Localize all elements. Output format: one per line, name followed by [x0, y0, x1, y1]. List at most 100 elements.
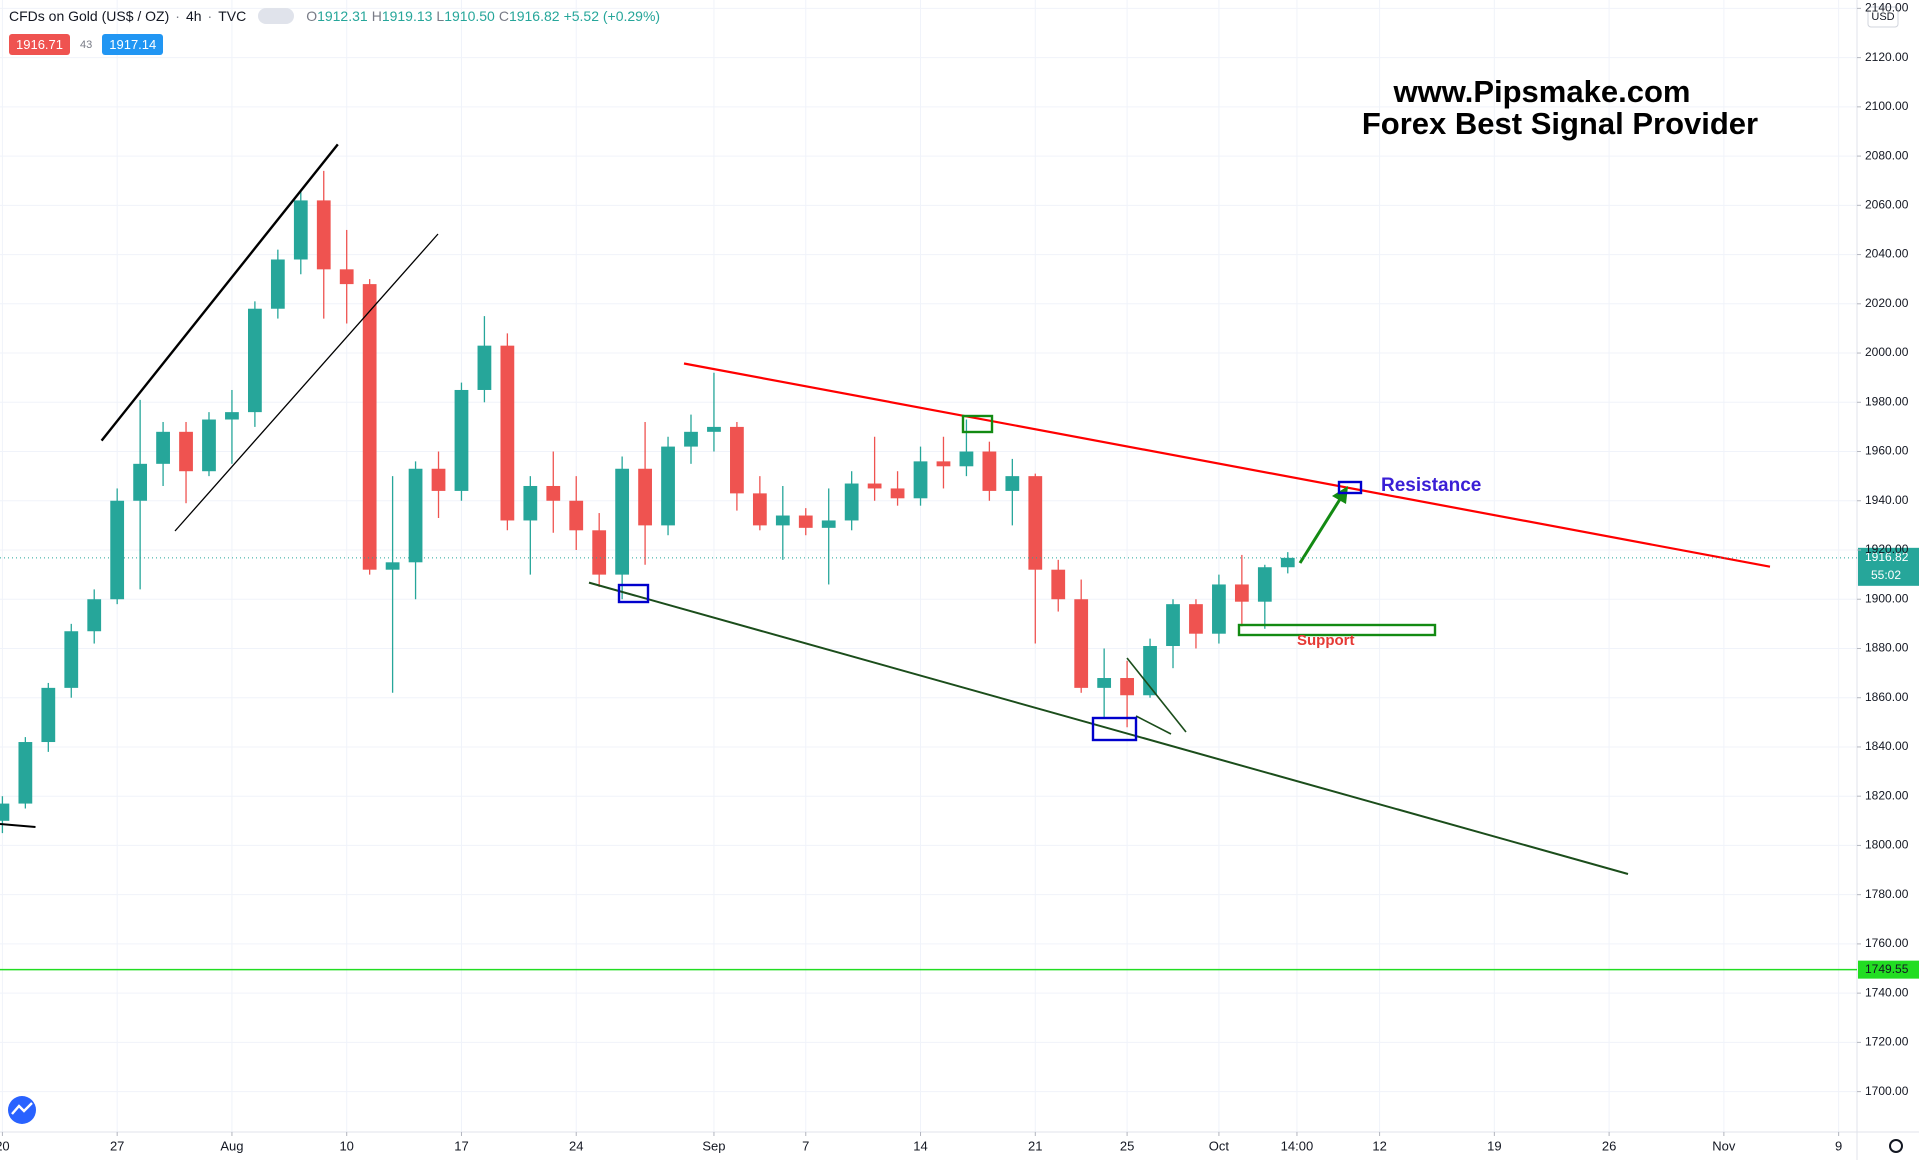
- candle-body: [179, 431, 193, 472]
- y-tick-label: 1740.00: [1865, 985, 1909, 999]
- candle-body: [1074, 599, 1089, 688]
- candle-body: [615, 468, 630, 575]
- y-tick-label: 2060.00: [1865, 197, 1909, 211]
- y-tick-label: 1940.00: [1865, 493, 1909, 507]
- annotation: Resistance: [1381, 475, 1481, 496]
- ohlc-value: 1916.82: [508, 8, 560, 24]
- candle-body: [546, 485, 561, 501]
- candle-body: [730, 426, 744, 494]
- y-tick-label: 2040.00: [1865, 247, 1909, 261]
- countdown: 55:02: [1871, 568, 1901, 582]
- currency: USD: [1871, 11, 1894, 23]
- grid: [0, 0, 1857, 1132]
- x-tick-label: Oct: [1209, 1138, 1230, 1153]
- x-tick-label: Sep: [702, 1138, 725, 1153]
- candle-body: [684, 431, 698, 447]
- candle-body: [431, 468, 446, 491]
- interval: 4h: [185, 8, 202, 24]
- candle-body: [1051, 569, 1066, 600]
- y-tick-label: 1920.00: [1865, 542, 1909, 556]
- candle-body: [775, 515, 790, 526]
- x-tick-label: 12: [1372, 1138, 1386, 1153]
- bid[interactable]: 1916.71: [9, 34, 70, 55]
- wedge-line: [1135, 715, 1172, 735]
- spread: 43: [80, 38, 93, 51]
- ohlc-label: C: [498, 8, 509, 24]
- box: [1237, 623, 1437, 637]
- y-tick-label: 1800.00: [1865, 838, 1909, 852]
- arrow-head: [1332, 486, 1348, 504]
- status[interactable]: [258, 8, 295, 24]
- trend-line: [174, 233, 439, 532]
- candle-body: [1028, 476, 1043, 570]
- ohlc: O1912.31 H1919.13 L1910.50 C1916.82 +5.52 (+…: [306, 8, 664, 24]
- arrow: [1298, 495, 1344, 564]
- candle-body: [913, 461, 928, 499]
- settings[interactable]: [1889, 1139, 1903, 1153]
- candle-body: [1097, 678, 1112, 688]
- drawings: [0, 143, 1771, 875]
- annotation: www.Pipsmake.com: [1393, 74, 1691, 109]
- candle-body: [339, 269, 354, 285]
- ohlc-label: O: [306, 8, 318, 24]
- candle-body: [1234, 584, 1249, 602]
- y-tick-label: 2140.00: [1865, 1, 1909, 15]
- quotes: 1916.71 43 1917.14: [9, 34, 164, 55]
- candle-body: [385, 562, 400, 570]
- candle-body: [1189, 604, 1203, 634]
- y-tick-label: 1840.00: [1865, 739, 1909, 753]
- candle-body: [454, 389, 469, 491]
- ask[interactable]: 1917.14: [102, 34, 164, 55]
- candle-body: [248, 308, 262, 413]
- x-tick-label: 7: [802, 1138, 809, 1153]
- x-tick-label: 27: [110, 1138, 124, 1153]
- x-tick-label: 24: [569, 1138, 583, 1153]
- candle-body: [64, 631, 79, 688]
- candle-body: [867, 483, 882, 489]
- candle-body: [523, 485, 538, 521]
- candle-body: [821, 520, 836, 528]
- candle-body: [592, 530, 607, 575]
- candle-body: [569, 500, 584, 531]
- candle-body: [41, 687, 56, 743]
- candle-body: [1005, 476, 1020, 491]
- candle-body: [959, 451, 974, 467]
- x-tick-label: 26: [1602, 1138, 1616, 1153]
- candle-body: [936, 461, 951, 467]
- candle-body: [844, 483, 859, 521]
- resistance-line: [683, 362, 1771, 568]
- candle-body: [202, 419, 216, 472]
- x-tick-label: 14: [913, 1138, 927, 1153]
- hline-label: 1749.55: [1865, 962, 1909, 976]
- candle-body: [270, 259, 285, 309]
- candle-body: [500, 345, 515, 521]
- candle-body: [1280, 557, 1295, 568]
- candle-body: [1120, 678, 1134, 696]
- y-tick-label: 1700.00: [1865, 1084, 1909, 1098]
- candle-body: [707, 426, 721, 432]
- candle-body: [661, 446, 675, 526]
- box: [1337, 480, 1363, 495]
- x-tick-label: Aug: [220, 1138, 243, 1153]
- y-tick-label: 1720.00: [1865, 1035, 1909, 1049]
- candle-body: [1212, 584, 1226, 634]
- y-tick-label: 1900.00: [1865, 591, 1909, 605]
- ohlc-label: L: [436, 8, 445, 24]
- candle-body: [316, 200, 331, 270]
- y-tick-label: 2080.00: [1865, 148, 1909, 162]
- ohlc-label: H: [371, 8, 382, 24]
- candle-body: [133, 463, 148, 501]
- candle-body: [87, 599, 102, 632]
- x-tick-label: 17: [454, 1138, 468, 1153]
- candle-body: [110, 500, 125, 600]
- currency-box[interactable]: [1867, 6, 1899, 28]
- support-line: [588, 581, 1629, 875]
- annotation: Forex Best Signal Provider: [1362, 106, 1758, 141]
- x-tick-label: 19: [1487, 1138, 1501, 1153]
- ohlc-value: 1919.13: [381, 8, 433, 24]
- box: [961, 414, 994, 434]
- hline-label-box: [1858, 960, 1919, 979]
- change: +5.52 (+0.29%): [563, 8, 661, 24]
